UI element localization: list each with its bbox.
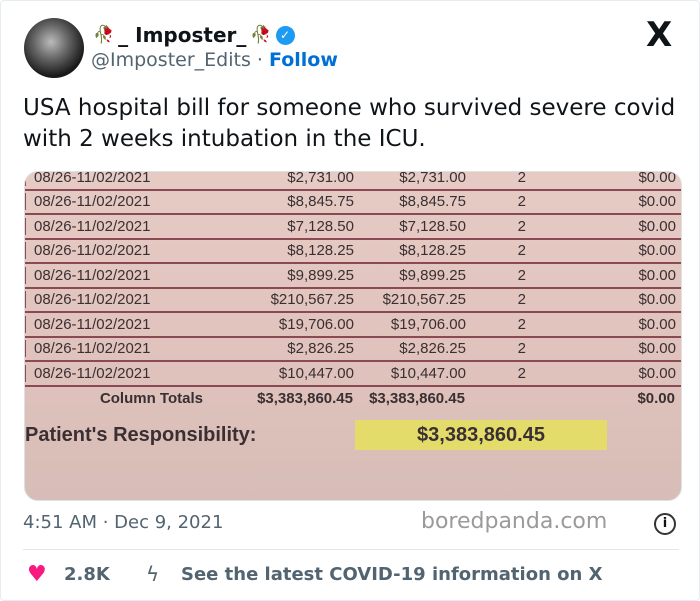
tweet-photo[interactable]: 08/26-11/02/2021 $2,731.00 $2,731.00 2 $0.00… <box>24 171 682 501</box>
bill-cell: $0.00 <box>638 171 676 186</box>
bill-cell: $8,128.25 <box>287 242 354 260</box>
bill-cell: $0.00 <box>638 242 676 260</box>
author-handle-line: @Imposter_Edits · Follow <box>91 49 338 71</box>
verified-badge-icon: ✓ <box>275 25 295 45</box>
bill-cell: 2 <box>517 217 526 235</box>
tulip-emoji-icon: 🥀 <box>93 25 115 45</box>
bill-cell: $8,128.25 <box>399 242 466 260</box>
follow-button[interactable]: Follow <box>268 49 338 71</box>
bill-row: 08/26-11/02/2021 $9,899.25 $9,899.25 2 $0.00 <box>25 264 681 289</box>
bill-cell: $0.00 <box>638 291 676 309</box>
bill-row: 08/26-11/02/2021 $19,706.00 $19,706.00 2 $0.… <box>25 313 681 338</box>
bill-cell: $10,447.00 <box>278 364 354 382</box>
totals-cell: $3,383,860.45 <box>257 390 353 407</box>
bill-cell: $7,128.50 <box>287 217 354 235</box>
totals-cell: $3,383,860.45 <box>369 390 465 407</box>
lightning-icon: ϟ <box>146 562 160 586</box>
covid-info-link[interactable]: See the latest COVID-19 information on X <box>181 564 603 585</box>
bill-cell: 08/26-11/02/2021 <box>25 315 204 333</box>
bill-row: 08/26-11/02/2021 $2,826.25 $2,826.25 2 $0.00 <box>25 338 681 362</box>
patient-responsibility: Patient's Responsibility: $3,383,860.45 <box>25 418 681 458</box>
like-count[interactable]: 2.8K <box>64 564 110 585</box>
bill-row: 08/26-11/02/2021 $210,567.25 $210,567.25 2 $… <box>25 289 681 313</box>
separator: · <box>256 49 263 71</box>
bill-cell: $8,845.75 <box>287 193 354 211</box>
bill-cell: $210,567.25 <box>270 291 354 309</box>
bill-row: 08/26-11/02/2021 $10,447.00 $10,447.00 2 $0.… <box>25 362 681 387</box>
bill-row: 08/26-11/02/2021 $8,128.25 $8,128.25 2 $0.00 <box>25 240 681 264</box>
bill-cell: 2 <box>517 171 526 186</box>
watermark: boredpanda.com <box>421 509 608 534</box>
bill-cell: $9,899.25 <box>399 266 466 284</box>
display-name: _ Imposter_ <box>118 23 247 47</box>
bill-cell: $2,826.25 <box>399 340 466 358</box>
bill-cell: 08/26-11/02/2021 <box>25 340 204 358</box>
bill-cell: $10,447.00 <box>390 364 466 382</box>
timestamp[interactable]: 4:51 AM · Dec 9, 2021 <box>23 512 224 533</box>
responsibility-value: $3,383,860.45 <box>355 420 607 450</box>
bill-cell: 08/26-11/02/2021 <box>25 193 204 211</box>
divider <box>23 549 679 550</box>
bill-cell: 2 <box>517 193 526 211</box>
tweet-text: USA hospital bill for someone who surviv… <box>23 95 676 152</box>
bill-cell: 08/26-11/02/2021 <box>25 242 204 260</box>
bill-cell: $8,845.75 <box>399 193 466 211</box>
avatar[interactable] <box>24 18 84 78</box>
bill-cell: $7,128.50 <box>399 217 466 235</box>
tulip-emoji-icon: 🥀 <box>250 25 272 45</box>
bill-cell: $2,731.00 <box>287 171 354 186</box>
bill-cell: 08/26-11/02/2021 <box>25 364 204 382</box>
column-totals-row: Column Totals $3,383,860.45 $3,383,860.45 $… <box>25 387 681 411</box>
bill-cell: $210,567.25 <box>382 291 466 309</box>
bill-cell: 2 <box>517 266 526 284</box>
bill-cell: 08/26-11/02/2021 <box>25 291 204 309</box>
x-logo-icon[interactable]: X <box>646 15 673 55</box>
bill-cell: $0.00 <box>638 364 676 382</box>
bill-cell: $0.00 <box>638 193 676 211</box>
bill-cell: 08/26-11/02/2021 <box>25 217 204 235</box>
bill-row: 08/26-11/02/2021 $8,845.75 $8,845.75 2 $0.00 <box>25 191 681 215</box>
bill-cell: $0.00 <box>638 315 676 333</box>
bill-cell: $0.00 <box>638 266 676 284</box>
bill-cell: $0.00 <box>638 217 676 235</box>
bill-row: 08/26-11/02/2021 $7,128.50 $7,128.50 2 $0.00 <box>25 215 681 240</box>
bill-cell: 08/26-11/02/2021 <box>25 172 204 186</box>
responsibility-label: Patient's Responsibility: <box>25 424 257 446</box>
hospital-bill: 08/26-11/02/2021 $2,731.00 $2,731.00 2 $0.00… <box>25 171 681 411</box>
bill-cell: $2,826.25 <box>287 340 354 358</box>
totals-cell: Column Totals <box>99 390 203 407</box>
bill-cell: $2,731.00 <box>399 171 466 186</box>
bill-cell: $19,706.00 <box>390 315 466 333</box>
bill-cell: 2 <box>517 315 526 333</box>
bill-cell: 2 <box>517 364 526 382</box>
bill-cell: 08/26-11/02/2021 <box>25 266 204 284</box>
bill-row: 08/26-11/02/2021 $2,731.00 $2,731.00 2 $0.00 <box>25 171 681 191</box>
totals-cell: $0.00 <box>637 390 675 407</box>
bill-cell: $0.00 <box>638 340 676 358</box>
handle[interactable]: @Imposter_Edits <box>91 49 251 71</box>
bill-cell: 2 <box>517 340 526 358</box>
bill-cell: $9,899.25 <box>287 266 354 284</box>
author-name[interactable]: 🥀 _ Imposter_ 🥀 ✓ <box>93 23 295 47</box>
heart-icon[interactable]: ♥ <box>27 562 47 587</box>
bill-cell: $19,706.00 <box>278 315 354 333</box>
bill-cell: 2 <box>517 242 526 260</box>
info-icon[interactable]: i <box>654 513 676 535</box>
bill-cell: 2 <box>517 291 526 309</box>
